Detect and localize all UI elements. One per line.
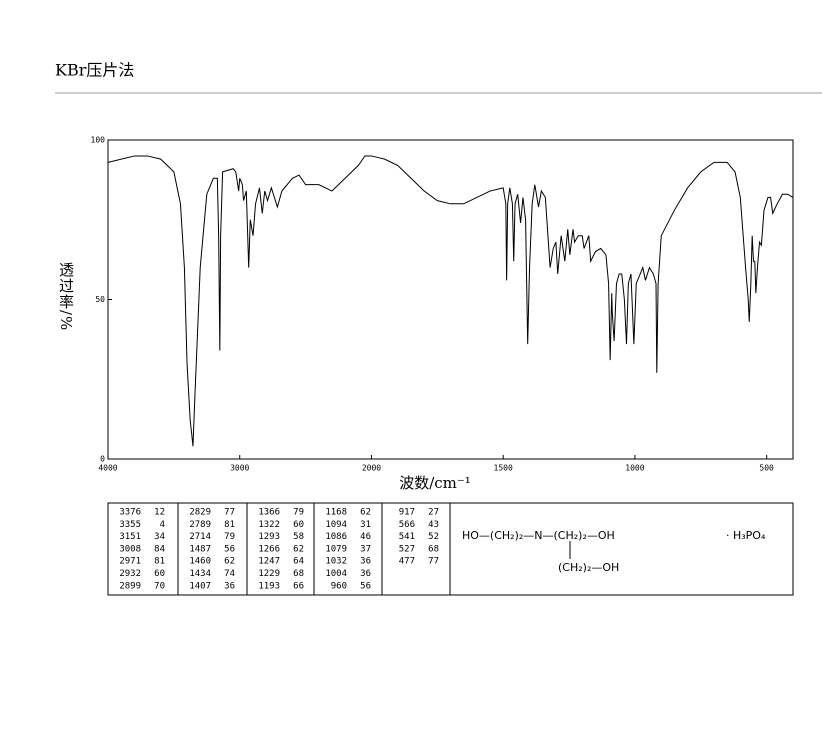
peak-wavenumber: 1293 [258, 532, 280, 542]
peak-transmittance: 68 [428, 544, 439, 554]
peak-wavenumber: 541 [399, 532, 415, 542]
peak-wavenumber: 2714 [189, 532, 211, 542]
peak-wavenumber: 1434 [189, 569, 211, 579]
peak-wavenumber: 1322 [258, 520, 280, 530]
peak-transmittance: 56 [360, 581, 371, 591]
x-tick-label: 1000 [625, 464, 644, 473]
y-tick-label: 50 [95, 295, 105, 304]
peak-wavenumber: 1407 [189, 581, 211, 591]
peak-transmittance: 37 [360, 544, 371, 554]
peak-transmittance: 56 [224, 544, 235, 554]
peak-wavenumber: 1266 [258, 544, 280, 554]
peak-wavenumber: 1079 [325, 544, 347, 554]
peak-transmittance: 79 [293, 508, 304, 518]
x-tick-label: 3000 [230, 464, 249, 473]
peak-transmittance: 81 [224, 520, 235, 530]
peak-transmittance: 46 [360, 532, 371, 542]
peak-transmittance: 34 [154, 532, 165, 542]
peak-wavenumber: 1086 [325, 532, 347, 542]
peak-transmittance: 60 [154, 569, 165, 579]
spectrum-line [107, 155, 794, 447]
peak-transmittance: 62 [360, 508, 371, 518]
x-tick-label: 500 [759, 464, 774, 473]
peak-wavenumber: 1004 [325, 569, 347, 579]
peak-transmittance: 36 [360, 569, 371, 579]
peak-transmittance: 27 [428, 508, 439, 518]
peak-wavenumber: 917 [399, 508, 415, 518]
peak-transmittance: 84 [154, 544, 165, 554]
peak-wavenumber: 566 [399, 520, 415, 530]
peak-transmittance: 43 [428, 520, 439, 530]
peak-transmittance: 70 [154, 581, 165, 591]
peak-transmittance: 81 [154, 557, 165, 567]
y-tick-label: 0 [100, 455, 105, 464]
x-tick-label: 2000 [362, 464, 381, 473]
peak-transmittance: 31 [360, 520, 371, 530]
peak-wavenumber: 2971 [119, 557, 141, 567]
peak-transmittance: 79 [224, 532, 235, 542]
structure-main: HO—(CH₂)₂—N—(CH₂)₂—OH [462, 529, 615, 542]
peak-wavenumber: 3008 [119, 544, 141, 554]
peak-transmittance: 62 [293, 544, 304, 554]
peak-wavenumber: 1247 [258, 557, 280, 567]
page-title: KBr压片法 [55, 61, 134, 80]
peak-transmittance: 66 [293, 581, 304, 591]
peak-wavenumber: 3151 [119, 532, 141, 542]
peak-transmittance: 36 [224, 581, 235, 591]
x-tick-label: 1500 [494, 464, 513, 473]
peak-wavenumber: 1487 [189, 544, 211, 554]
plot-frame [107, 139, 794, 460]
peak-transmittance: 77 [224, 508, 235, 518]
structure-salt: · H₃PO₄ [726, 529, 766, 542]
peak-wavenumber: 1366 [258, 508, 280, 518]
peak-wavenumber: 2932 [119, 569, 141, 579]
peak-transmittance: 52 [428, 532, 439, 542]
x-tick-label: 4000 [98, 464, 117, 473]
peak-wavenumber: 1168 [325, 508, 347, 518]
x-axis-label: 波数/cm⁻¹ [399, 474, 471, 492]
peak-wavenumber: 3376 [119, 508, 141, 518]
peak-wavenumber: 477 [399, 557, 415, 567]
peak-wavenumber: 1460 [189, 557, 211, 567]
peak-transmittance: 74 [224, 569, 235, 579]
peak-transmittance: 4 [160, 520, 165, 530]
peak-wavenumber: 2789 [189, 520, 211, 530]
peak-transmittance: 68 [293, 569, 304, 579]
peak-wavenumber: 1229 [258, 569, 280, 579]
table-dividers [177, 503, 571, 595]
peak-transmittance: 12 [154, 508, 165, 518]
peak-transmittance: 62 [224, 557, 235, 567]
peak-transmittance: 60 [293, 520, 304, 530]
peak-wavenumber: 3355 [119, 520, 141, 530]
peak-wavenumber: 1032 [325, 557, 347, 567]
peak-wavenumber: 1094 [325, 520, 347, 530]
y-tick-label: 100 [91, 136, 106, 145]
peak-transmittance: 64 [293, 557, 304, 567]
peak-transmittance: 58 [293, 532, 304, 542]
peak-wavenumber: 2829 [189, 508, 211, 518]
peak-transmittance: 36 [360, 557, 371, 567]
y-axis-label: 透过率/% [57, 262, 75, 332]
structure-branch: (CH₂)₂—OH [558, 561, 619, 574]
peak-wavenumber: 2899 [119, 581, 141, 591]
peak-wavenumber: 527 [399, 544, 415, 554]
peak-transmittance: 77 [428, 557, 439, 567]
peak-wavenumber: 960 [331, 581, 347, 591]
peak-wavenumber: 1193 [258, 581, 280, 591]
